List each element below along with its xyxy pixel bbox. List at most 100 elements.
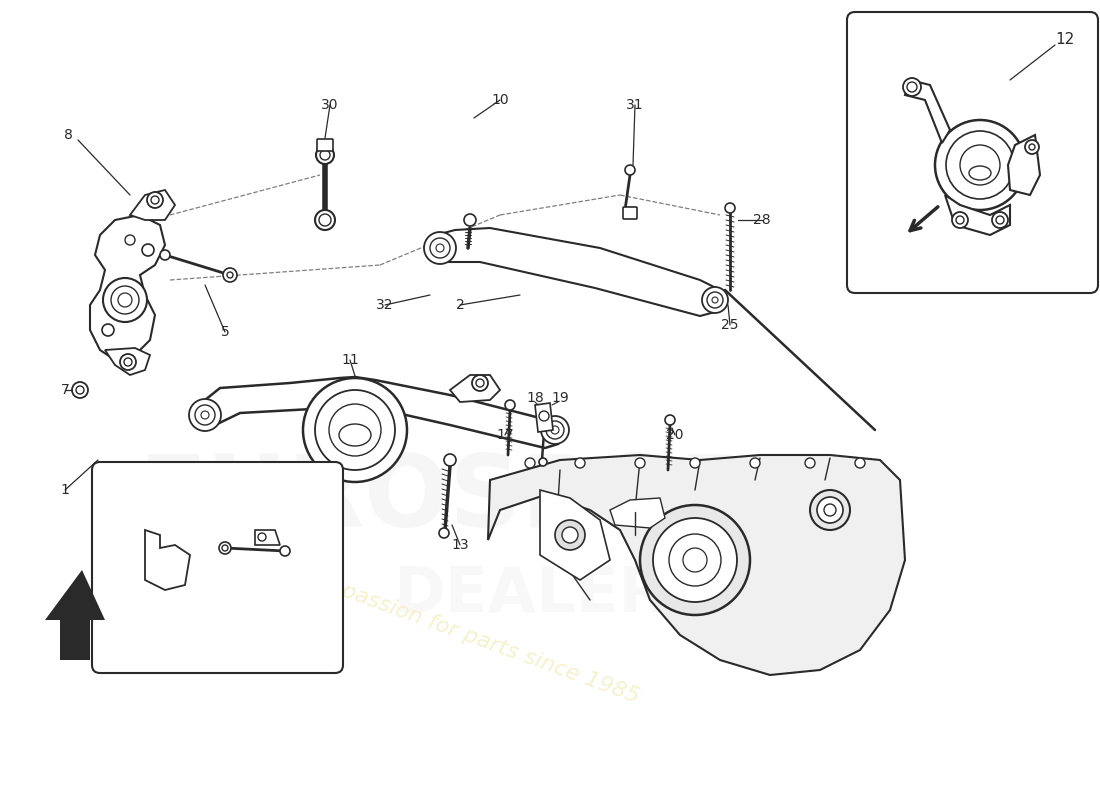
Circle shape: [302, 378, 407, 482]
Text: 25: 25: [722, 318, 739, 332]
Circle shape: [824, 504, 836, 516]
Polygon shape: [535, 403, 553, 432]
Circle shape: [505, 400, 515, 410]
Polygon shape: [130, 190, 175, 220]
Circle shape: [996, 216, 1004, 224]
Circle shape: [329, 404, 381, 456]
Circle shape: [72, 382, 88, 398]
Text: 8: 8: [64, 128, 73, 142]
Circle shape: [227, 272, 233, 278]
Ellipse shape: [969, 166, 991, 180]
Circle shape: [201, 411, 209, 419]
Text: 11: 11: [341, 353, 359, 367]
Text: 10: 10: [492, 93, 509, 107]
Circle shape: [525, 458, 535, 468]
Text: 20: 20: [667, 428, 684, 442]
Circle shape: [223, 268, 236, 282]
Circle shape: [430, 238, 450, 258]
Text: 17: 17: [496, 428, 514, 442]
Circle shape: [102, 324, 114, 336]
FancyBboxPatch shape: [623, 207, 637, 219]
Polygon shape: [90, 215, 165, 360]
Text: 7: 7: [60, 383, 69, 397]
Circle shape: [444, 454, 456, 466]
Circle shape: [817, 497, 843, 523]
Circle shape: [222, 545, 228, 551]
Polygon shape: [255, 530, 280, 545]
Circle shape: [946, 131, 1014, 199]
Circle shape: [960, 145, 1000, 185]
FancyBboxPatch shape: [92, 462, 343, 673]
Polygon shape: [945, 195, 1010, 235]
Text: 12: 12: [1055, 33, 1075, 47]
Polygon shape: [610, 498, 665, 528]
Circle shape: [855, 458, 865, 468]
Circle shape: [476, 379, 484, 387]
Circle shape: [575, 458, 585, 468]
Text: 18: 18: [526, 391, 543, 405]
Circle shape: [992, 212, 1008, 228]
Text: 1: 1: [60, 483, 69, 497]
Circle shape: [120, 354, 136, 370]
Polygon shape: [440, 228, 716, 316]
Polygon shape: [205, 377, 558, 448]
Circle shape: [258, 533, 266, 541]
Circle shape: [316, 146, 334, 164]
Polygon shape: [104, 348, 150, 375]
Polygon shape: [145, 530, 190, 590]
Circle shape: [424, 232, 456, 264]
Circle shape: [118, 293, 132, 307]
Circle shape: [546, 421, 564, 439]
Polygon shape: [905, 80, 950, 143]
Circle shape: [562, 527, 578, 543]
Text: a passion for parts since 1985: a passion for parts since 1985: [319, 573, 641, 707]
Text: DEALER: DEALER: [393, 565, 667, 625]
Circle shape: [1028, 144, 1035, 150]
Polygon shape: [540, 490, 611, 580]
Circle shape: [750, 458, 760, 468]
Circle shape: [707, 292, 723, 308]
Circle shape: [810, 490, 850, 530]
Circle shape: [556, 520, 585, 550]
Circle shape: [124, 358, 132, 366]
Circle shape: [160, 250, 170, 260]
Circle shape: [125, 235, 135, 245]
Polygon shape: [1008, 135, 1040, 195]
Circle shape: [103, 278, 147, 322]
Circle shape: [669, 534, 720, 586]
Circle shape: [712, 297, 718, 303]
Circle shape: [539, 458, 547, 466]
Circle shape: [436, 244, 444, 252]
Text: EUROSPORT: EUROSPORT: [139, 451, 821, 549]
Circle shape: [908, 82, 917, 92]
Circle shape: [315, 210, 336, 230]
Circle shape: [725, 203, 735, 213]
Circle shape: [315, 390, 395, 470]
Circle shape: [653, 518, 737, 602]
Circle shape: [551, 426, 559, 434]
Circle shape: [640, 505, 750, 615]
Circle shape: [189, 399, 221, 431]
Circle shape: [903, 78, 921, 96]
Circle shape: [539, 411, 549, 421]
Text: 13: 13: [451, 538, 469, 552]
Circle shape: [151, 196, 160, 204]
Text: 2: 2: [455, 298, 464, 312]
Circle shape: [935, 120, 1025, 210]
Circle shape: [690, 458, 700, 468]
Circle shape: [683, 548, 707, 572]
Text: 32: 32: [376, 298, 394, 312]
FancyBboxPatch shape: [317, 139, 333, 151]
Polygon shape: [45, 570, 104, 660]
Circle shape: [464, 214, 476, 226]
Text: 31: 31: [626, 98, 644, 112]
Circle shape: [952, 212, 968, 228]
Circle shape: [76, 386, 84, 394]
Circle shape: [635, 458, 645, 468]
Circle shape: [320, 150, 330, 160]
Polygon shape: [488, 455, 905, 675]
Circle shape: [702, 287, 728, 313]
Circle shape: [625, 165, 635, 175]
Text: 30: 30: [321, 98, 339, 112]
Circle shape: [1025, 140, 1040, 154]
